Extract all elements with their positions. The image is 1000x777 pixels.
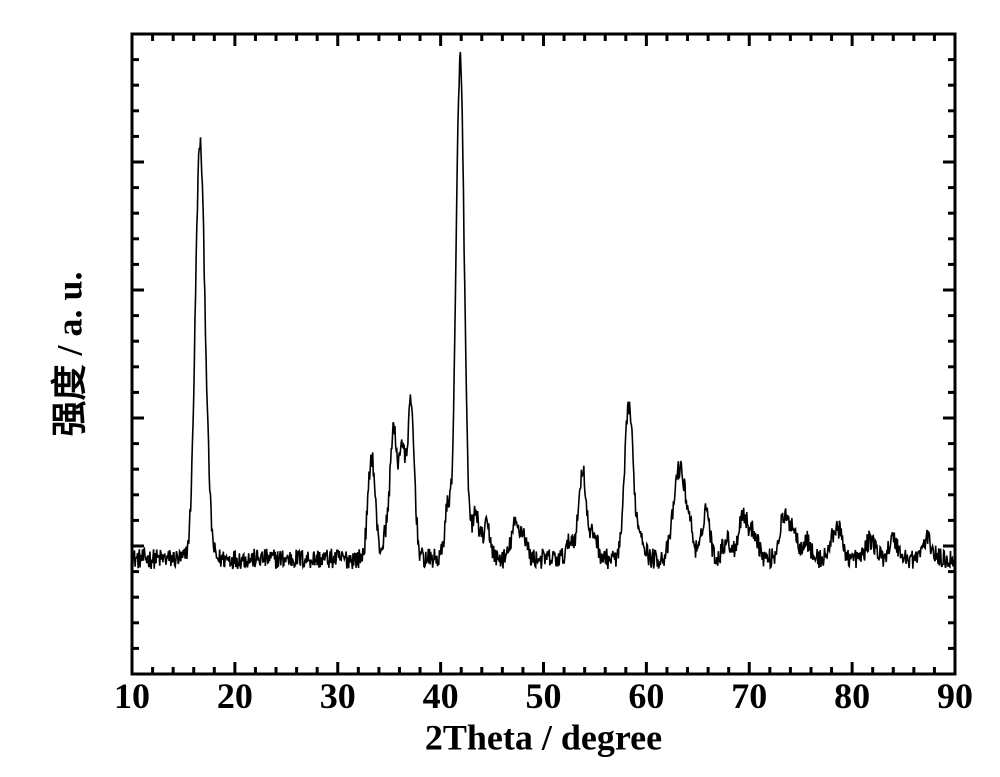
x-tick-label: 10 [114,676,150,716]
x-tick-label: 40 [423,676,459,716]
xrd-chart: 10 20 30 40 50 60 70 80 90 2Theta / degree 强度 / … [0,0,1000,777]
x-tick-label: 70 [731,676,767,716]
x-axis-label: 2Theta / degree [425,718,662,758]
x-tick-label: 50 [526,676,562,716]
plot-svg: 10 20 30 40 50 60 70 80 90 2Theta / degree 强度 / … [0,0,1000,777]
y-axis-label: 强度 / a. u. [50,271,90,436]
x-tick-label: 30 [320,676,356,716]
x-tick-label: 90 [937,676,973,716]
x-tick-label: 60 [628,676,664,716]
x-tick-label: 20 [217,676,253,716]
x-tick-label: 80 [834,676,870,716]
